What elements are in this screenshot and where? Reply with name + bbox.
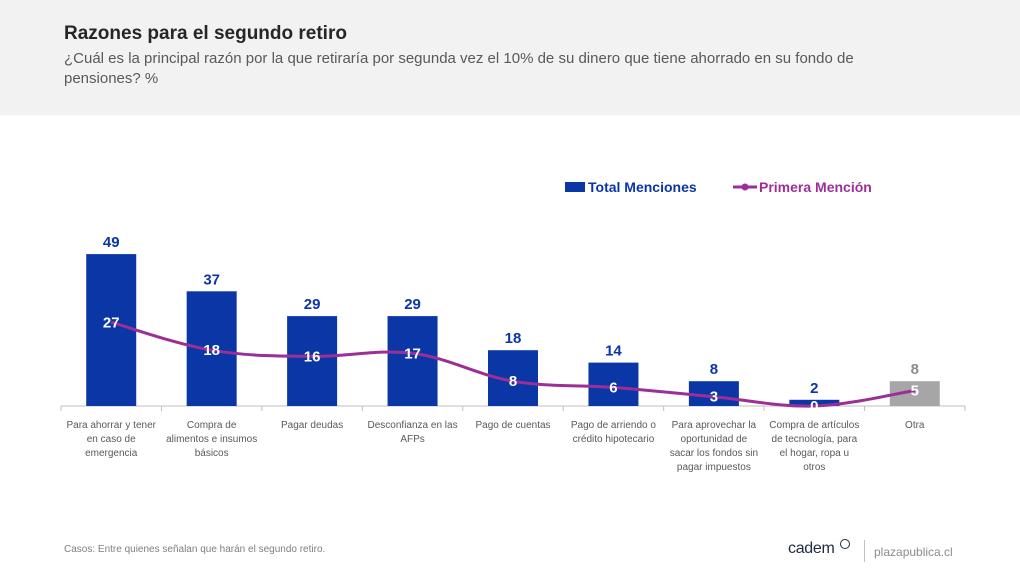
category-label: Para ahorrar y tener en caso de emergencia [66,420,156,459]
bar-value-label: 14 [605,343,622,360]
footnote: Casos: Entre quienes señalan que harán e… [64,544,326,555]
line-value-label: 27 [103,314,120,331]
category-label-line: Compra de artículos [769,420,859,431]
category-label: Pago de arriendo o crédito hipotecario [571,420,657,445]
line-value-label: 6 [609,379,617,396]
bar-value-label: 8 [710,361,718,378]
bar-value-label: 29 [304,296,321,313]
bar-value-label: 8 [911,361,919,378]
line-value-label: 8 [509,373,517,390]
category-label-line: oportunidad de [681,434,748,445]
category-label-line: otros [803,462,825,473]
category-label-line: crédito hipotecario [573,434,655,445]
category-label-line: AFPs [400,434,424,445]
bar [186,291,237,406]
bar-value-label: 29 [404,296,421,313]
category-label: Compra de artículos de tecnología, para el… [769,420,859,473]
header-band: Razones para el segundo retiro ¿Cuál es … [0,0,1020,115]
line-series-primera-mencion [110,320,916,408]
brand-logo: cadem [788,540,835,557]
legend-first: Primera Mención [733,178,872,196]
bar [688,381,739,406]
bar-value-label: 49 [103,234,120,251]
category-label-line: Pago de cuentas [475,420,550,431]
bar [588,362,639,406]
bar [287,316,338,406]
legend-bar-swatch [565,182,585,192]
legend-line-swatch [733,183,757,191]
bar [86,254,137,406]
category-label: Compra de alimentos e insumos básicos [166,420,257,459]
category-label-line: sacar los fondos sin [670,448,758,459]
category-label-line: Desconfianza en las [368,420,458,431]
category-label: Pagar deudas [281,420,343,431]
bar-value-label: 37 [203,271,220,288]
category-label-line: básicos [195,448,229,459]
category-label-line: pagar impuestos [677,462,751,473]
line-value-label: 0 [810,398,818,415]
category-label: Otra [905,420,925,431]
category-label-line: Pago de arriendo o [571,420,657,431]
category-label-line: en caso de [87,434,136,445]
site-link[interactable]: plazapublica.cl [874,545,953,559]
line-value-label: 5 [911,383,919,400]
footer-divider [864,540,865,562]
line-value-label: 18 [203,342,220,359]
category-label-line: Para aprovechar la [672,420,757,431]
category-label: Desconfianza en las AFPs [368,420,458,445]
legend-total-label: Total Menciones [588,179,697,195]
category-label-line: alimentos e insumos [166,434,257,445]
page-subtitle: ¿Cuál es la principal razón por la que r… [64,50,854,87]
category-label-line: Para ahorrar y tener [66,420,156,431]
line-value-label: 16 [304,348,321,365]
category-label: Pago de cuentas [475,420,550,431]
page-title: Razones para el segundo retiro [64,23,347,44]
category-label-line: el hogar, ropa u [780,448,850,459]
bar [789,399,840,406]
legend-total: Total Menciones [565,178,697,196]
category-label-line: emergencia [85,448,138,459]
bar-value-label: 2 [810,380,818,397]
category-label-line: Pagar deudas [281,420,343,431]
category-label-line: Compra de [187,420,237,431]
bar-value-label: 18 [505,330,522,347]
legend-first-label: Primera Mención [759,179,872,195]
logo-ring-icon [840,539,850,549]
line-value-label: 3 [710,389,718,406]
bar [387,316,438,406]
category-label: Para aprovechar la oportunidad de sacar lo… [670,420,758,473]
category-label-line: Otra [905,420,925,431]
line-value-label: 17 [404,345,421,362]
category-label-line: de tecnología, para [772,434,858,445]
